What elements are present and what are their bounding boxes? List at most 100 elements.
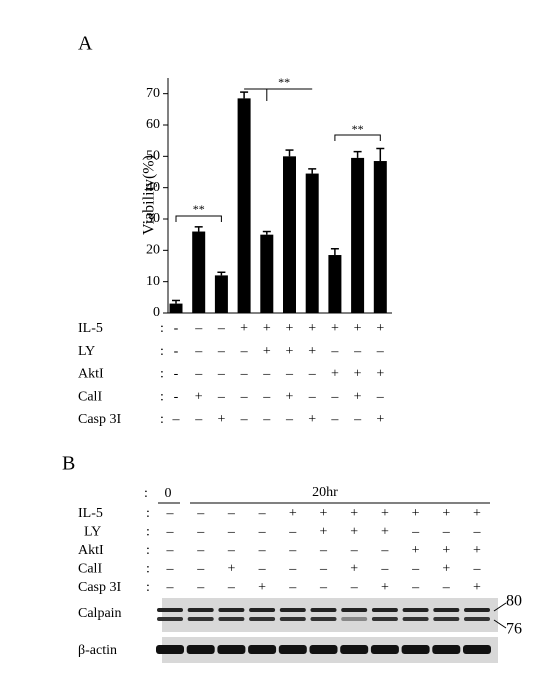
annotation: **: [193, 202, 205, 216]
band: [340, 645, 369, 654]
treatment-sign: –: [376, 389, 385, 404]
band: [218, 617, 245, 621]
treatment-sign: +: [286, 321, 294, 336]
treatment-sign: +: [308, 344, 316, 359]
treatment-sign: +: [442, 562, 450, 577]
treatment-sign: +: [354, 367, 362, 382]
treatment-sign: +: [350, 562, 358, 577]
treatment-sign: +: [412, 506, 420, 521]
treatment-sign: –: [166, 543, 175, 558]
treatment-sign: –: [240, 389, 249, 404]
treatment-sign: +: [376, 321, 384, 336]
bar: [351, 157, 365, 313]
treatment-sign: +: [195, 389, 203, 404]
y-tick-label: 60: [146, 117, 160, 132]
treatment-sign: –: [380, 543, 389, 558]
treatment-sign: +: [263, 344, 271, 359]
treatment-sign: +: [381, 506, 389, 521]
band: [341, 617, 368, 621]
colon: :: [160, 367, 164, 382]
band: [402, 608, 429, 612]
colon: :: [146, 543, 150, 558]
treatment-sign: –: [376, 344, 385, 359]
band: [310, 617, 337, 621]
treatment-sign: –: [227, 506, 236, 521]
band: [310, 608, 337, 612]
marker-line: [493, 602, 507, 612]
y-axis-label: Viability(%): [141, 155, 158, 235]
band: [309, 645, 338, 654]
treatment-sign: +: [350, 506, 358, 521]
marker-line: [493, 619, 507, 629]
colon: :: [146, 506, 150, 521]
treatment-sign: –: [262, 367, 271, 382]
treatment-sign: –: [166, 525, 175, 540]
treatment-sign: +: [286, 389, 294, 404]
y-tick-label: 20: [146, 243, 160, 258]
treatment-label: CalI: [78, 389, 102, 404]
treatment-sign: +: [412, 543, 420, 558]
treatment-sign: +: [320, 525, 328, 540]
time-label: 20hr: [312, 485, 338, 500]
treatment-sign: –: [166, 580, 175, 595]
band: [186, 645, 215, 654]
annotation: **: [352, 122, 364, 136]
colon: :: [160, 412, 164, 427]
y-tick-label: 0: [153, 305, 160, 320]
band: [157, 617, 183, 621]
band: [187, 608, 214, 612]
blot-row-label: Calpain: [78, 606, 122, 621]
treatment-sign: +: [442, 543, 450, 558]
treatment-sign: +: [376, 367, 384, 382]
treatment-sign: –: [473, 525, 482, 540]
treatment-sign: –: [319, 562, 328, 577]
y-tick-label: 30: [146, 211, 160, 226]
bar: [237, 98, 251, 313]
treatment-sign: +: [308, 321, 316, 336]
treatment-sign: +: [331, 321, 339, 336]
y-tick-label: 40: [146, 180, 160, 195]
treatment-sign: –: [285, 412, 294, 427]
marker-label: 76: [506, 621, 522, 638]
treatment-sign: +: [320, 506, 328, 521]
treatment-sign: +: [473, 506, 481, 521]
bar: [214, 275, 228, 313]
bar: [169, 303, 183, 313]
treatment-sign: –: [353, 412, 362, 427]
treatment-sign: –: [473, 562, 482, 577]
band: [464, 608, 490, 612]
treatment-sign: –: [442, 580, 451, 595]
time-label: 0: [165, 486, 172, 501]
colon: :: [146, 580, 150, 595]
treatment-sign: -: [174, 389, 179, 404]
band: [433, 608, 460, 612]
treatment-sign: –: [411, 562, 420, 577]
treatment-sign: +: [354, 321, 362, 336]
treatment-label: LY: [84, 525, 101, 540]
treatment-sign: –: [166, 562, 175, 577]
treatment-sign: –: [288, 525, 297, 540]
treatment-label: AktI: [78, 543, 104, 558]
treatment-sign: –: [217, 367, 226, 382]
band: [249, 608, 276, 612]
treatment-sign: –: [240, 367, 249, 382]
treatment-sign: –: [258, 543, 267, 558]
treatment-sign: –: [217, 389, 226, 404]
bar: [192, 231, 206, 313]
treatment-sign: +: [263, 321, 271, 336]
treatment-label: CalI: [78, 562, 102, 577]
treatment-sign: -: [174, 321, 179, 336]
treatment-sign: –: [240, 412, 249, 427]
treatment-sign: –: [194, 367, 203, 382]
treatment-sign: –: [330, 412, 339, 427]
y-tick-label: 70: [146, 86, 160, 101]
blot-row-label: β-actin: [78, 643, 117, 658]
treatment-sign: +: [289, 506, 297, 521]
bar: [283, 156, 296, 313]
treatment-sign: –: [227, 580, 236, 595]
y-tick-label: 50: [146, 149, 160, 164]
bracket: [334, 134, 381, 141]
annotation: **: [278, 75, 290, 89]
colon: :: [160, 344, 164, 359]
